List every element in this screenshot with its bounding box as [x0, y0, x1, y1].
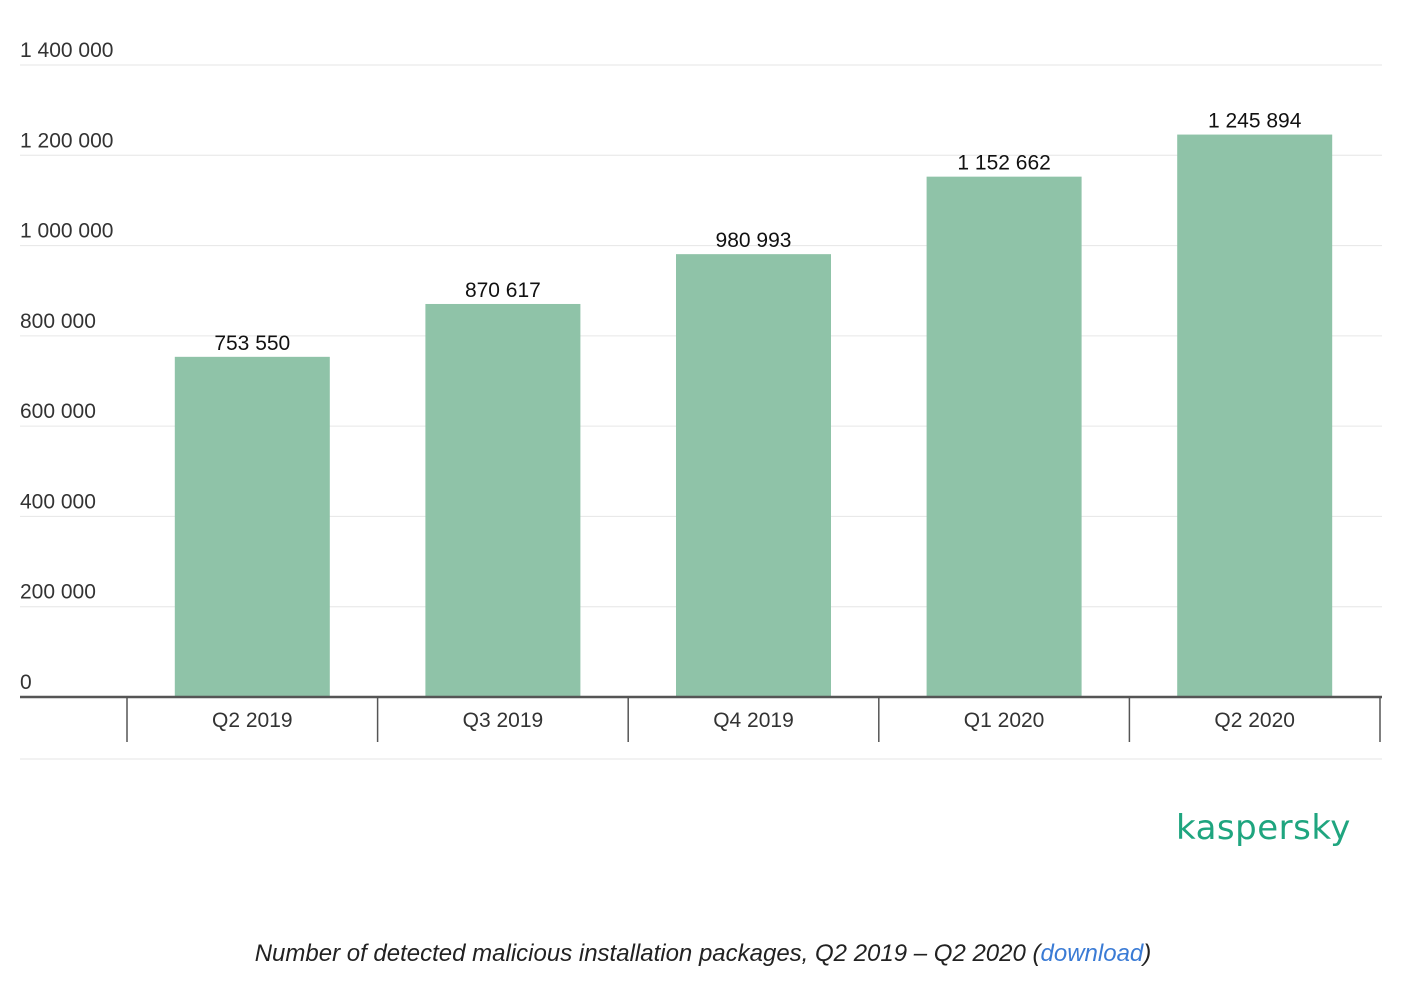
- bar: [425, 303, 581, 697]
- y-tick-label: 1 400 000: [20, 39, 113, 62]
- x-category-label: Q2 2019: [212, 709, 293, 732]
- x-category-label: Q1 2020: [964, 709, 1045, 732]
- y-tick-label: 0: [20, 671, 32, 694]
- y-tick-label: 800 000: [20, 310, 96, 333]
- x-category-label: Q3 2019: [463, 709, 544, 732]
- chart-caption: Number of detected malicious installatio…: [0, 940, 1406, 968]
- bar: [926, 176, 1082, 697]
- y-tick-label: 600 000: [20, 400, 96, 423]
- x-category-label: Q4 2019: [713, 709, 794, 732]
- x-axis: [20, 695, 1382, 760]
- x-category-label: Q2 2020: [1214, 709, 1295, 732]
- caption-close-paren: ): [1143, 940, 1152, 967]
- data-labels: 753 550 870 617 980 993 1 152 662 1 245 894: [214, 110, 1301, 355]
- caption-text: Number of detected malicious installatio…: [254, 940, 1041, 967]
- y-tick-label: 200 000: [20, 581, 96, 604]
- x-axis-category-labels: Q2 2019 Q3 2019 Q4 2019 Q1 2020 Q2 2020: [212, 709, 1295, 732]
- data-label: 870 617: [465, 279, 541, 302]
- y-axis-tick-labels: 0 200 000 400 000 600 000 800 000 1 000 000 1 …: [20, 39, 113, 694]
- data-label: 1 152 662: [957, 152, 1050, 175]
- data-label: 753 550: [214, 332, 290, 355]
- data-label: 980 993: [716, 229, 792, 252]
- bars: [174, 134, 1333, 697]
- kaspersky-logo: kaspersky: [1176, 808, 1351, 848]
- data-label: 1 245 894: [1208, 110, 1302, 133]
- y-tick-label: 1 000 000: [20, 220, 113, 243]
- download-link[interactable]: download: [1040, 940, 1144, 967]
- bar: [174, 356, 330, 697]
- bar: [1177, 134, 1333, 697]
- bar: [676, 254, 831, 697]
- y-tick-label: 400 000: [20, 490, 96, 513]
- bar-chart: 0 200 000 400 000 600 000 800 000 1 000 000 1 …: [20, 39, 1382, 760]
- y-tick-label: 1 200 000: [20, 129, 113, 152]
